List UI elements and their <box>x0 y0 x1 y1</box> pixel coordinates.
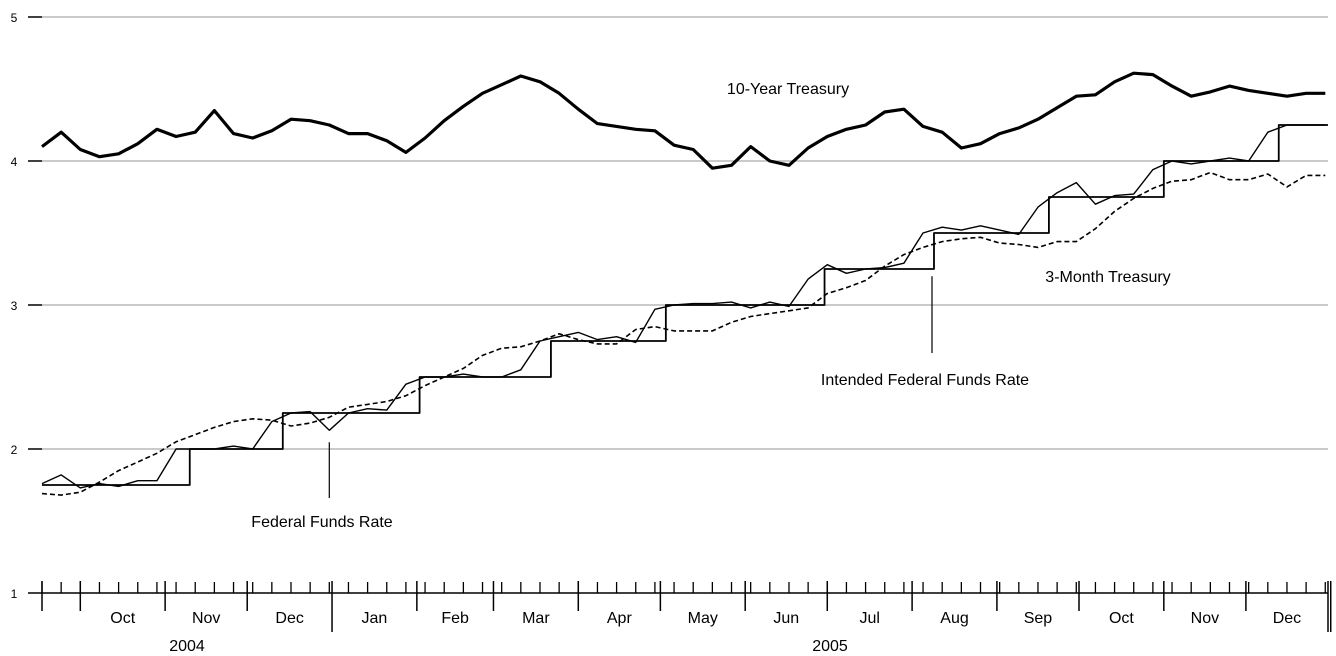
x-year-label-2005: 2005 <box>812 638 848 655</box>
y-tick-label-5: 5 <box>11 11 18 25</box>
x-year-label-2004: 2004 <box>169 638 205 655</box>
label-federal-funds-rate: Federal Funds Rate <box>251 514 393 531</box>
label-3-month-treasury: 3-Month Treasury <box>1045 269 1170 286</box>
y-axis: 1 2 3 4 5 <box>11 11 42 601</box>
x-month-label: Apr <box>607 610 633 627</box>
grid-lines <box>42 16 1328 450</box>
label-10-year-treasury: 10-Year Treasury <box>727 81 849 98</box>
x-month-label: Feb <box>441 610 469 627</box>
x-month-label: Jul <box>859 610 879 627</box>
x-month-label: Nov <box>1191 610 1219 627</box>
series-layer <box>41 71 1328 496</box>
y-tick-label-2: 2 <box>11 443 18 457</box>
x-month-label: May <box>688 610 718 627</box>
x-axis: Oct Nov Dec Jan Feb Mar Apr May Jun Jul Aug Sep Oct N… <box>41 581 1332 655</box>
x-month-label: Jan <box>362 610 388 627</box>
x-month-label: Nov <box>192 610 220 627</box>
series-federal-funds-rate <box>41 124 1326 489</box>
x-month-label: Sep <box>1024 610 1053 627</box>
series-3-month-treasury <box>41 171 1326 496</box>
label-intended-federal-funds-rate: Intended Federal Funds Rate <box>821 372 1029 389</box>
series-10-year-treasury <box>41 71 1326 170</box>
x-month-label: Dec <box>275 610 303 627</box>
x-month-label: Jun <box>773 610 799 627</box>
x-month-label: Oct <box>110 610 135 627</box>
series-intended-federal-funds-rate <box>42 124 1328 486</box>
y-tick-label-3: 3 <box>11 299 18 313</box>
y-tick-label-1: 1 <box>11 587 18 601</box>
x-month-label: Dec <box>1273 610 1301 627</box>
x-month-label: Oct <box>1109 610 1134 627</box>
x-month-label: Aug <box>940 610 968 627</box>
y-tick-label-4: 4 <box>11 155 18 169</box>
x-month-label: Mar <box>522 610 550 627</box>
